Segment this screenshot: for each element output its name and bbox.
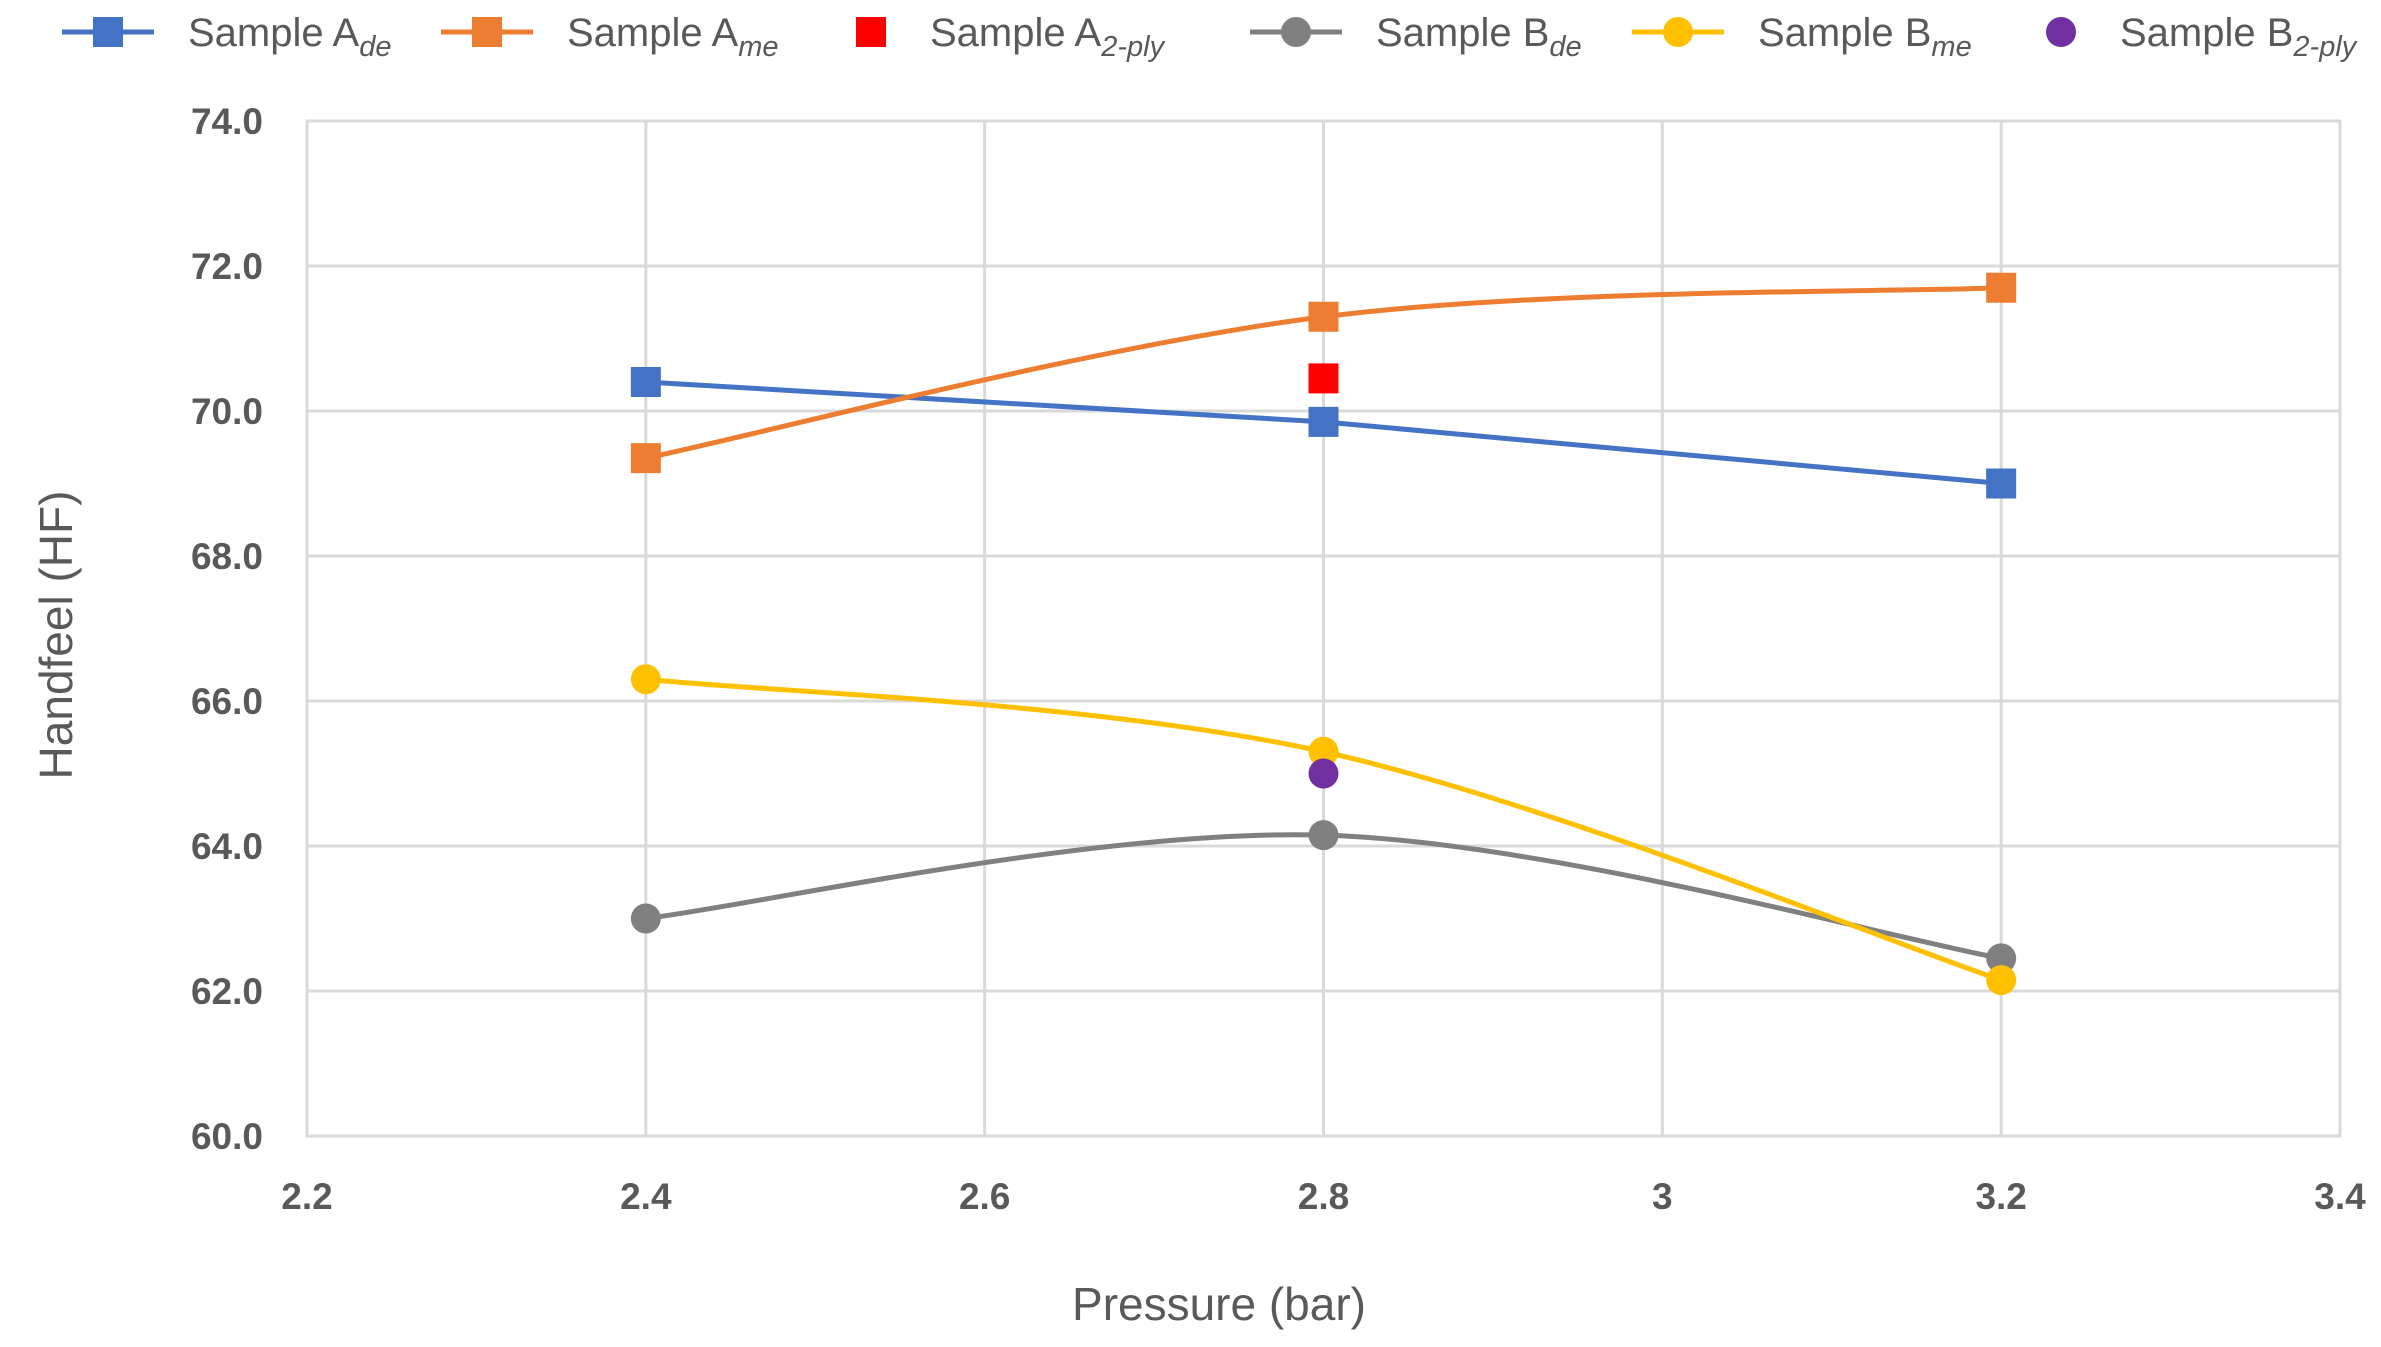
data-point-sample-b-de [1986, 943, 2017, 974]
series-sample-b-2-ply [1308, 758, 1339, 789]
data-point-sample-a-de [1308, 406, 1339, 437]
y-tick-label: 70.0 [191, 391, 263, 432]
y-tick-label: 72.0 [191, 246, 263, 287]
legend-label-sample-a-de: Sample Ade [188, 11, 391, 63]
x-tick-label: 2.6 [959, 1176, 1010, 1217]
gridlines [305, 119, 2342, 1138]
legend-item-sample-a-de: Sample Ade [62, 11, 391, 63]
data-point-sample-a-me [1986, 272, 2017, 303]
y-tick-label: 66.0 [191, 681, 263, 722]
data-point-sample-a-me [1308, 301, 1339, 332]
data-point-sample-b-me [1986, 965, 2017, 996]
x-tick-label: 2.8 [1298, 1176, 1349, 1217]
x-tick-label: 2.2 [281, 1176, 332, 1217]
y-tick-label: 68.0 [191, 536, 263, 577]
legend-marker-sample-b-de [1281, 17, 1311, 47]
legend-marker-sample-a-2-ply [856, 17, 886, 47]
y-tick-label: 60.0 [191, 1116, 263, 1157]
data-point-sample-a-de [1986, 468, 2017, 499]
legend-item-sample-b-de: Sample Bde [1250, 11, 1582, 63]
y-axis-title: Handfeel (HF) [30, 491, 82, 780]
series-sample-a-me [630, 272, 2017, 474]
x-tick-label: 3.4 [2314, 1176, 2366, 1217]
data-point-sample-a-me [630, 443, 661, 474]
data-point-sample-b-me [1308, 736, 1339, 767]
legend-label-sample-b-de: Sample Bde [1376, 11, 1582, 63]
legend-marker-sample-b-me [1663, 17, 1693, 47]
data-point-sample-b-de [630, 903, 661, 934]
x-tick-label: 2.4 [620, 1176, 672, 1217]
legend-subscript: me [1931, 31, 1971, 63]
legend-subscript: 2-ply [2292, 31, 2357, 63]
data-point-sample-a-2-ply [1308, 363, 1339, 394]
legend-item-sample-a-2-ply: Sample A2-ply [856, 11, 1166, 63]
legend-subscript: de [1549, 31, 1581, 63]
x-axis-title: Pressure (bar) [1072, 1278, 1366, 1330]
legend-subscript: 2-ply [1100, 31, 1165, 63]
legend-marker-sample-b-2-ply [2046, 17, 2076, 47]
series-sample-a-de [630, 367, 2017, 499]
x-tick-label: 3.2 [1975, 1176, 2026, 1217]
x-tick-label: 3 [1652, 1176, 1673, 1217]
series-sample-a-2-ply [1308, 363, 1339, 394]
legend-subscript: de [359, 31, 391, 63]
y-tick-label: 74.0 [191, 101, 263, 142]
axes: 60.0 62.0 64.0 66.0 68.0 70.0 72.0 74.0 2.2 2.4 2.… [191, 101, 2366, 1217]
legend-marker-sample-a-de [93, 17, 123, 47]
series [630, 272, 2017, 996]
data-point-sample-b-2-ply [1308, 758, 1339, 789]
data-point-sample-b-de [1308, 820, 1339, 851]
legend: Sample Ade Sample Ame Sample A2-ply Sample … [62, 11, 2358, 63]
legend-subscript: me [738, 31, 778, 63]
y-tick-label: 64.0 [191, 826, 263, 867]
data-point-sample-b-me [630, 664, 661, 695]
data-point-sample-a-de [630, 367, 661, 397]
legend-marker-sample-a-me [472, 17, 502, 47]
y-tick-label: 62.0 [191, 971, 263, 1012]
series-sample-b-me [630, 664, 2017, 996]
